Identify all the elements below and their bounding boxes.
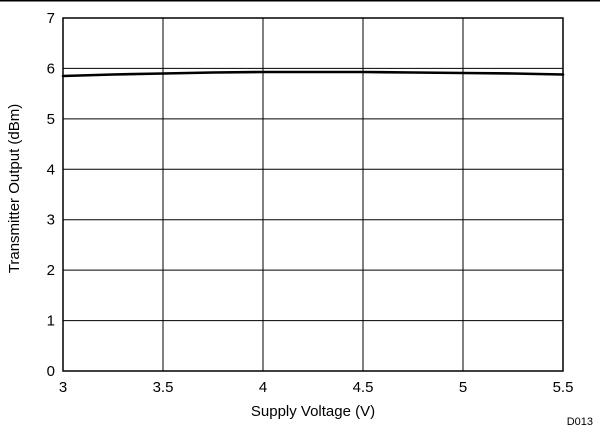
x-tick-label: 5 — [459, 379, 467, 396]
y-tick-label: 2 — [47, 262, 55, 279]
y-tick-labels: 0 1 2 3 4 5 6 7 — [47, 10, 55, 380]
y-tick-label: 1 — [47, 313, 55, 330]
series-layer — [61, 70, 565, 78]
figure-id: D013 — [567, 416, 593, 428]
top-rule — [0, 0, 600, 2]
y-tick-label: 4 — [47, 161, 55, 178]
y-tick-label: 7 — [47, 10, 55, 27]
y-tick-label: 3 — [47, 212, 55, 229]
y-tick-label: 5 — [47, 111, 55, 128]
x-axis-title: Supply Voltage (V) — [251, 403, 375, 420]
y-tick-label: 6 — [47, 60, 55, 77]
y-tick-label: 0 — [47, 363, 55, 380]
x-tick-label: 4 — [259, 379, 267, 396]
x-tick-label: 5.5 — [553, 379, 574, 396]
series-line — [61, 70, 565, 78]
plot-frame — [62, 17, 564, 372]
y-axis-title: Transmitter Output (dBm) — [6, 104, 23, 273]
x-tick-label: 3 — [59, 379, 67, 396]
x-tick-label: 3.5 — [153, 379, 174, 396]
x-tick-label: 4.5 — [353, 379, 374, 396]
x-tick-labels: 3 3.5 4 4.5 5 5.5 — [59, 379, 574, 396]
